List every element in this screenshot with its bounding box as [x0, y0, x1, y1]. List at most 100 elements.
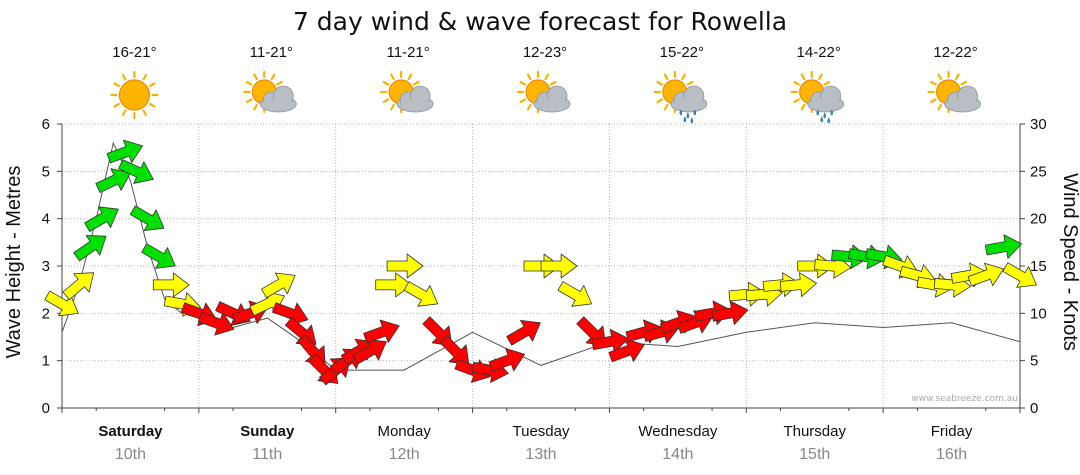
- wind-arrow: [967, 262, 1005, 287]
- wind-arrow-shape: [386, 253, 424, 279]
- day-date-label: 14th: [662, 446, 693, 463]
- y-tick-label-right: 15: [1030, 258, 1047, 275]
- sun-ray: [823, 80, 831, 86]
- day-name-label: Tuesday: [513, 423, 570, 440]
- wind-arrow: [141, 243, 176, 269]
- wind-arrow: [506, 320, 541, 346]
- sun-ray: [121, 73, 127, 81]
- wind-arrow: [352, 338, 387, 365]
- wind-arrow-shape: [129, 205, 165, 231]
- day-name-label: Sunday: [240, 423, 295, 440]
- sun-ray: [818, 73, 823, 81]
- wind-arrow: [73, 235, 107, 262]
- day-name-label: Monday: [377, 423, 431, 440]
- y-tick-label-left: 4: [42, 211, 50, 228]
- y-tick-label-right: 30: [1030, 116, 1047, 133]
- wind-arrow-shape: [967, 262, 1005, 287]
- rain-drop: [827, 117, 831, 124]
- sun-ray: [382, 80, 390, 86]
- temperature-range: 15-22°: [660, 44, 704, 61]
- y-tick-label-left: 3: [42, 258, 50, 275]
- wind-arrow-shape: [779, 272, 817, 297]
- temperature-range: 16-21°: [112, 44, 156, 61]
- temperature-range: 11-21°: [387, 44, 430, 61]
- sun-ray: [142, 73, 148, 81]
- cloud-fill: [809, 99, 842, 111]
- wind-arrow: [375, 272, 413, 298]
- day-date-label: 10th: [115, 446, 146, 463]
- y-tick-label-left: 1: [42, 353, 50, 370]
- sun-ray: [519, 98, 527, 104]
- sun-ray: [544, 73, 550, 81]
- wind-arrow-shape: [608, 338, 645, 363]
- sun-ray: [382, 98, 390, 104]
- sun-ray: [148, 102, 156, 108]
- partly-cloudy-icon: [516, 70, 571, 114]
- rain-cloud-icon: [653, 70, 708, 124]
- watermark: www.seabreeze.com.au: [911, 394, 1018, 404]
- rain-drop: [683, 116, 687, 123]
- wind-arrows: [44, 139, 1037, 386]
- wind-arrow-shape: [84, 206, 119, 232]
- wind-arrow: [711, 300, 749, 325]
- wind-arrow-shape: [62, 272, 95, 301]
- wind-arrow-shape: [118, 159, 154, 184]
- sun-ray: [937, 103, 943, 111]
- sun-ray: [253, 73, 258, 81]
- rain-drop: [686, 112, 690, 119]
- sun-ray: [656, 98, 663, 104]
- cloud-shape: [670, 85, 708, 113]
- rain-drop: [693, 109, 697, 116]
- sun-ray: [663, 103, 669, 111]
- wind-arrow-shape: [106, 139, 143, 164]
- y-tick-label-right: 25: [1030, 163, 1047, 180]
- wind-arrow: [386, 253, 424, 279]
- y-tick-label-left: 0: [42, 400, 50, 417]
- temperature-range: 11-21°: [250, 44, 293, 61]
- wind-arrow: [152, 272, 190, 298]
- rain-cloud-icon: [790, 70, 845, 124]
- wind-arrow: [118, 159, 154, 184]
- partly-cloudy-icon: [243, 70, 297, 114]
- wind-arrow: [84, 206, 119, 232]
- wind-arrow: [984, 234, 1023, 259]
- day-date-label: 11th: [252, 446, 282, 463]
- partly-cloudy-icon: [927, 70, 981, 114]
- wind-arrow-shape: [488, 347, 526, 372]
- cloud-fill: [262, 99, 295, 111]
- day-name-label: Thursday: [783, 423, 846, 440]
- sun-ray: [113, 82, 120, 88]
- sun-ray: [245, 80, 253, 86]
- wind-arrow-shape: [141, 243, 176, 269]
- sun-ray: [390, 73, 395, 81]
- sun-ray: [800, 103, 806, 111]
- sun-ray: [526, 73, 532, 81]
- day-date-label: 13th: [525, 446, 556, 463]
- wind-arrow: [608, 338, 645, 363]
- wind-arrow-shape: [506, 320, 541, 346]
- sun-ray: [937, 73, 943, 81]
- sun-ray: [390, 103, 395, 111]
- y-axis-right-label: Wind Speed - Knots: [1059, 173, 1080, 351]
- sun-ray: [142, 109, 148, 117]
- wind-arrow: [261, 272, 296, 299]
- day-name-label: Saturday: [98, 423, 163, 440]
- sun-ray: [113, 102, 120, 108]
- wind-arrow: [779, 272, 817, 297]
- wind-arrow: [129, 205, 165, 231]
- sun-ray: [413, 80, 420, 86]
- sun-ray: [793, 98, 800, 104]
- temperature-range: 14-22°: [797, 44, 841, 61]
- wind-arrow: [62, 272, 95, 301]
- sun-shape: [110, 70, 159, 120]
- sun-ray: [407, 73, 413, 81]
- wind-arrow: [1002, 262, 1037, 288]
- sun-ray: [549, 80, 557, 86]
- day-date-label: 15th: [799, 446, 830, 463]
- temperature-range: 12-22°: [933, 44, 977, 61]
- y-tick-label-right: 10: [1030, 305, 1047, 322]
- rain-drops: [679, 109, 697, 124]
- wind-arrow: [540, 253, 578, 279]
- wind-arrow: [557, 281, 593, 307]
- wind-arrow-shape: [95, 168, 131, 193]
